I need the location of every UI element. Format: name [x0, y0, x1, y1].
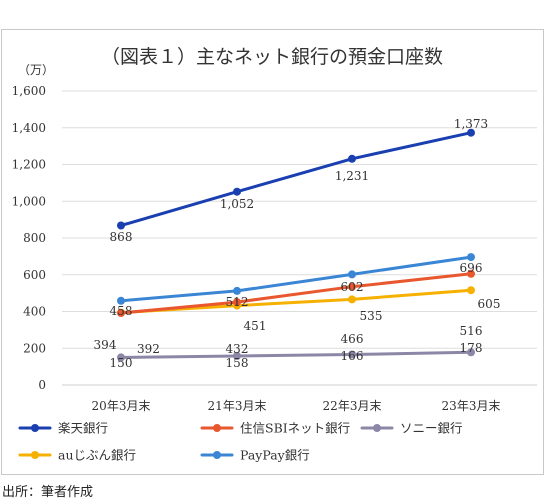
- data-point: [233, 286, 241, 295]
- legend-marker-1: [213, 424, 221, 432]
- legend-label: 楽天銀行: [58, 421, 108, 436]
- legend-marker-0: [31, 424, 39, 432]
- source-note: 出所：筆者作成: [2, 485, 94, 500]
- chart-title: （図表１）主なネット銀行の預金口座数: [101, 46, 443, 68]
- y-tick-label: 200: [23, 341, 46, 355]
- data-point: [117, 221, 125, 230]
- data-point: [348, 270, 356, 279]
- y-tick-label: 1,000: [12, 194, 46, 208]
- data-point: [348, 154, 356, 163]
- data-point: [467, 269, 475, 278]
- legend-label: ソニー銀行: [400, 421, 463, 436]
- data-point: [233, 352, 241, 360]
- y-tick-label: 600: [23, 268, 46, 282]
- chart-svg: （図表１）主なネット銀行の預金口座数 （万） 0 200 400 600 800 1,000 1…: [12, 46, 537, 463]
- data-label: 166: [341, 349, 364, 363]
- data-point: [467, 348, 475, 357]
- data-point: [117, 296, 125, 305]
- legend-label: PayPay銀行: [240, 448, 310, 463]
- data-label: 512: [226, 295, 249, 309]
- data-point: [348, 282, 356, 291]
- y-tick-label: 800: [23, 231, 46, 245]
- y-tick-label: 400: [23, 305, 46, 319]
- data-point: [117, 353, 125, 362]
- legend-label: 住信SBIネット銀行: [240, 421, 350, 436]
- series-line-3: [119, 288, 473, 315]
- data-label: 150: [110, 356, 133, 370]
- data-point: [233, 298, 241, 307]
- data-label: 458: [110, 304, 133, 318]
- y-tick-label: 1,400: [12, 121, 46, 135]
- data-label: 868: [110, 230, 133, 244]
- y-unit-label: （万）: [18, 63, 54, 77]
- data-point: [467, 286, 475, 295]
- x-tick-label: 22年3月末: [323, 399, 382, 413]
- data-label: 451: [244, 319, 267, 333]
- y-tick-label: 1,200: [12, 158, 46, 172]
- y-tick-label: 0: [38, 378, 46, 392]
- data-point: [117, 309, 125, 317]
- data-label: 516: [460, 324, 483, 338]
- data-label: 1,052: [220, 197, 254, 211]
- data-point: [467, 128, 475, 137]
- data-point: [348, 295, 356, 304]
- series-line-4: [119, 255, 473, 303]
- data-label: 605: [478, 297, 501, 311]
- data-point: [233, 187, 241, 196]
- data-label: 432: [226, 342, 249, 356]
- data-label: 602: [341, 280, 364, 294]
- data-label: 178: [460, 341, 483, 355]
- data-label: 466: [341, 332, 364, 346]
- x-tick-label: 23年3月末: [442, 399, 501, 413]
- data-label: 696: [460, 261, 483, 275]
- x-tick-label: 21年3月末: [208, 399, 267, 413]
- legend-marker-3: [31, 451, 39, 459]
- chart-frame: （図表１）主なネット銀行の預金口座数 （万） 0 200 400 600 800 1,000 1…: [1, 29, 544, 475]
- x-tick-label: 20年3月末: [92, 399, 151, 413]
- data-label: 1,231: [335, 169, 369, 183]
- y-tick-label: 1,600: [12, 84, 46, 98]
- series-line-1: [119, 272, 473, 315]
- series-line-0: [119, 131, 473, 227]
- data-label: 392: [137, 342, 160, 356]
- legend-marker-4: [213, 451, 221, 459]
- data-point: [467, 253, 475, 262]
- series-line-2: [119, 350, 473, 359]
- data-point: [348, 350, 356, 359]
- data-label: 394: [94, 338, 117, 352]
- data-label: 1,373: [454, 117, 488, 131]
- data-label: 535: [360, 309, 383, 323]
- legend-marker-2: [373, 424, 381, 432]
- legend-label: auじぶん銀行: [58, 448, 136, 463]
- data-label: 158: [226, 356, 249, 370]
